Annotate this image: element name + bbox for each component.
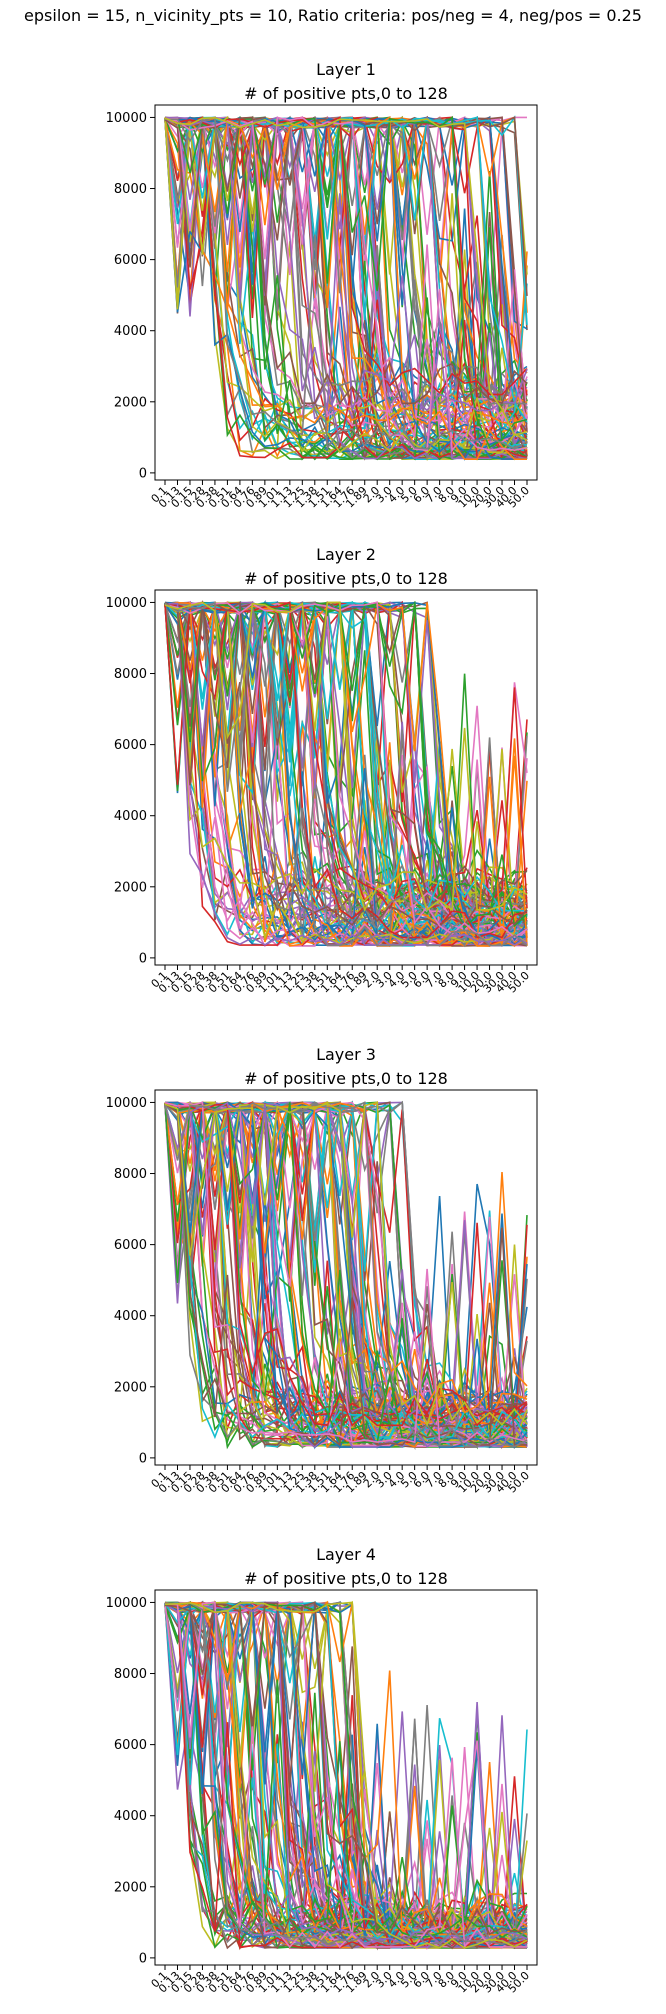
y-tick-label: 2000 xyxy=(114,395,147,410)
series-line-124 xyxy=(164,1101,528,1449)
y-tick-label: 6000 xyxy=(114,253,147,268)
chart-panel-3: Layer 3 # of positive pts,0 to 128 0 2000 40… xyxy=(106,1045,538,1495)
series-line-119 xyxy=(164,601,527,912)
series-line-123 xyxy=(164,1603,528,1949)
series-line-111 xyxy=(164,1601,528,1933)
series-line-102 xyxy=(164,601,528,925)
series-line-125 xyxy=(164,116,528,405)
series-line-128 xyxy=(164,116,528,436)
y-tick-label: 4000 xyxy=(114,1809,147,1824)
chart-title: Layer 2 xyxy=(316,545,376,564)
series-line-88 xyxy=(164,116,528,417)
series-group xyxy=(164,1600,528,1951)
y-tick-label: 6000 xyxy=(114,738,147,753)
series-group xyxy=(164,1100,528,1451)
y-tick-label: 4000 xyxy=(114,324,147,339)
y-tick-label: 8000 xyxy=(114,182,147,197)
chart-title: Layer 4 xyxy=(316,1545,376,1564)
series-line-128 xyxy=(164,1601,528,1949)
series-line-114 xyxy=(164,1101,528,1436)
y-tick-label: 10000 xyxy=(106,1596,147,1611)
y-tick-label: 4000 xyxy=(114,1309,147,1324)
axes-frame xyxy=(154,104,538,481)
series-line-124 xyxy=(164,602,528,946)
chart-subtitle: # of positive pts,0 to 128 xyxy=(244,1069,448,1088)
chart-panel-1: Layer 1 # of positive pts,0 to 128 0 2000 40… xyxy=(106,60,538,510)
axes-frame xyxy=(154,1589,538,1966)
axes-frame xyxy=(154,1089,538,1466)
series-line-112 xyxy=(164,600,528,924)
series-line-116 xyxy=(164,116,528,423)
chart-panel-4: Layer 4 # of positive pts,0 to 128 0 2000 40… xyxy=(106,1545,538,1995)
series-line-125 xyxy=(164,1601,528,1936)
axes-frame xyxy=(154,589,538,966)
y-tick-label: 2000 xyxy=(114,880,147,895)
series-line-103 xyxy=(164,1101,528,1423)
series-line-113 xyxy=(164,116,528,459)
y-tick-label: 0 xyxy=(139,1951,147,1966)
series-line-102 xyxy=(164,116,528,461)
series-line-126 xyxy=(164,1101,528,1444)
series-line-120 xyxy=(164,116,527,460)
series-line-73 xyxy=(164,601,528,904)
series-line-125 xyxy=(164,1103,527,1447)
series-line-106 xyxy=(164,1101,528,1443)
y-tick-label: 6000 xyxy=(114,1738,147,1753)
series-line-127 xyxy=(164,1602,528,1946)
y-tick-label: 4000 xyxy=(114,809,147,824)
series-line-113 xyxy=(164,602,528,910)
y-tick-label: 2000 xyxy=(114,1880,147,1895)
y-tick-label: 10000 xyxy=(106,596,147,611)
series-line-128 xyxy=(164,601,528,912)
series-line-122 xyxy=(164,1602,528,1939)
series-line-127 xyxy=(164,601,528,947)
y-tick-label: 0 xyxy=(139,1451,147,1466)
y-tick-label: 0 xyxy=(139,466,147,481)
y-tick-label: 8000 xyxy=(114,1167,147,1182)
figure-suptitle: epsilon = 15, n_vicinity_pts = 10, Ratio… xyxy=(24,6,642,25)
y-tick-label: 10000 xyxy=(106,1096,147,1111)
chart-subtitle: # of positive pts,0 to 128 xyxy=(244,1569,448,1588)
series-line-122 xyxy=(164,115,528,449)
series-line-128 xyxy=(164,1101,528,1428)
chart-panel-2: Layer 2 # of positive pts,0 to 128 0 2000 40… xyxy=(106,545,538,995)
series-group xyxy=(164,115,528,461)
series-group xyxy=(164,599,528,948)
chart-subtitle: # of positive pts,0 to 128 xyxy=(244,84,448,103)
chart-title: Layer 3 xyxy=(316,1045,376,1064)
series-line-127 xyxy=(164,116,528,451)
series-line-126 xyxy=(164,601,528,939)
series-line-112 xyxy=(164,1601,528,1935)
series-line-117 xyxy=(164,1101,528,1447)
series-line-115 xyxy=(164,1101,528,1431)
series-line-119 xyxy=(164,1103,528,1440)
y-tick-label: 10000 xyxy=(106,111,147,126)
chart-title: Layer 1 xyxy=(316,60,376,79)
series-line-110 xyxy=(164,116,528,453)
series-line-106 xyxy=(164,601,528,942)
y-tick-label: 8000 xyxy=(114,1667,147,1682)
chart-subtitle: # of positive pts,0 to 128 xyxy=(244,569,448,588)
y-tick-label: 2000 xyxy=(114,1380,147,1395)
y-tick-label: 0 xyxy=(139,951,147,966)
series-line-125 xyxy=(164,601,528,927)
y-tick-label: 6000 xyxy=(114,1238,147,1253)
y-tick-label: 8000 xyxy=(114,667,147,682)
series-line-124 xyxy=(164,1601,528,1945)
